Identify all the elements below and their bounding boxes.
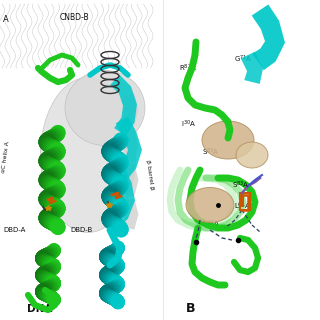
Text: I$^{30}$A: I$^{30}$A (181, 119, 196, 131)
Text: S$^{83}$A: S$^{83}$A (232, 179, 250, 191)
Text: G$^{71}$A: G$^{71}$A (234, 53, 252, 65)
Text: B: B (186, 302, 195, 315)
PathPatch shape (122, 163, 139, 197)
Ellipse shape (65, 70, 145, 146)
Text: L$^{61}$A: L$^{61}$A (234, 201, 251, 212)
Text: A: A (3, 15, 9, 24)
Text: β barrel β: β barrel β (145, 160, 154, 190)
Bar (240, 193, 250, 210)
Ellipse shape (236, 142, 268, 168)
Text: αC helix A: αC helix A (1, 141, 11, 173)
PathPatch shape (241, 52, 263, 84)
Text: DBD-B: DBD-B (70, 228, 93, 233)
Text: CNBD-B: CNBD-B (59, 13, 89, 22)
PathPatch shape (122, 128, 139, 162)
PathPatch shape (122, 93, 139, 127)
Text: DBD-A: DBD-A (4, 228, 26, 233)
PathPatch shape (252, 4, 285, 70)
Ellipse shape (41, 77, 135, 233)
PathPatch shape (110, 75, 137, 136)
Ellipse shape (202, 121, 254, 159)
Text: R$^{82}$A: R$^{82}$A (179, 63, 197, 75)
PathPatch shape (107, 167, 135, 230)
Text: I$^{51}$A: I$^{51}$A (205, 218, 220, 230)
Text: S$^{83}$A: S$^{83}$A (202, 146, 219, 158)
Ellipse shape (186, 188, 234, 222)
PathPatch shape (122, 198, 139, 230)
PathPatch shape (116, 117, 142, 180)
Text: αC helix B: αC helix B (47, 141, 57, 173)
Text: DNA: DNA (27, 304, 52, 314)
